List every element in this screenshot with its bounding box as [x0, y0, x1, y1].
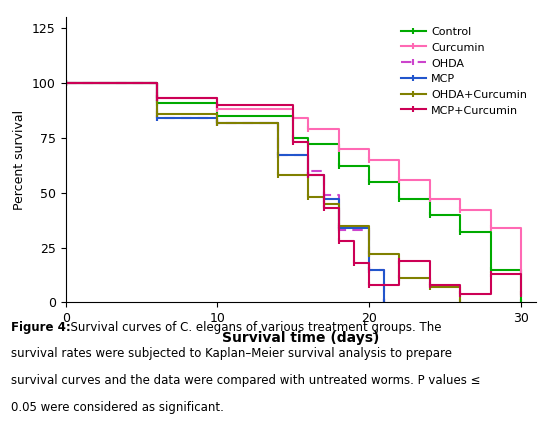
Text: survival curves and the data were compared with untreated worms. P values ≤: survival curves and the data were compar…	[11, 374, 480, 387]
Text: survival rates were subjected to Kaplan–Meier survival analysis to prepare: survival rates were subjected to Kaplan–…	[11, 347, 452, 360]
Text: Survival curves of C. elegans of various treatment groups. The: Survival curves of C. elegans of various…	[63, 321, 441, 334]
Legend: Control, Curcumin, OHDA, MCP, OHDA+Curcumin, MCP+Curcumin: Control, Curcumin, OHDA, MCP, OHDA+Curcu…	[398, 23, 531, 119]
Text: 0.05 were considered as significant.: 0.05 were considered as significant.	[11, 400, 224, 413]
X-axis label: Survival time (days): Survival time (days)	[222, 330, 380, 345]
Y-axis label: Percent survival: Percent survival	[14, 110, 26, 210]
Text: Figure 4:: Figure 4:	[11, 321, 71, 334]
